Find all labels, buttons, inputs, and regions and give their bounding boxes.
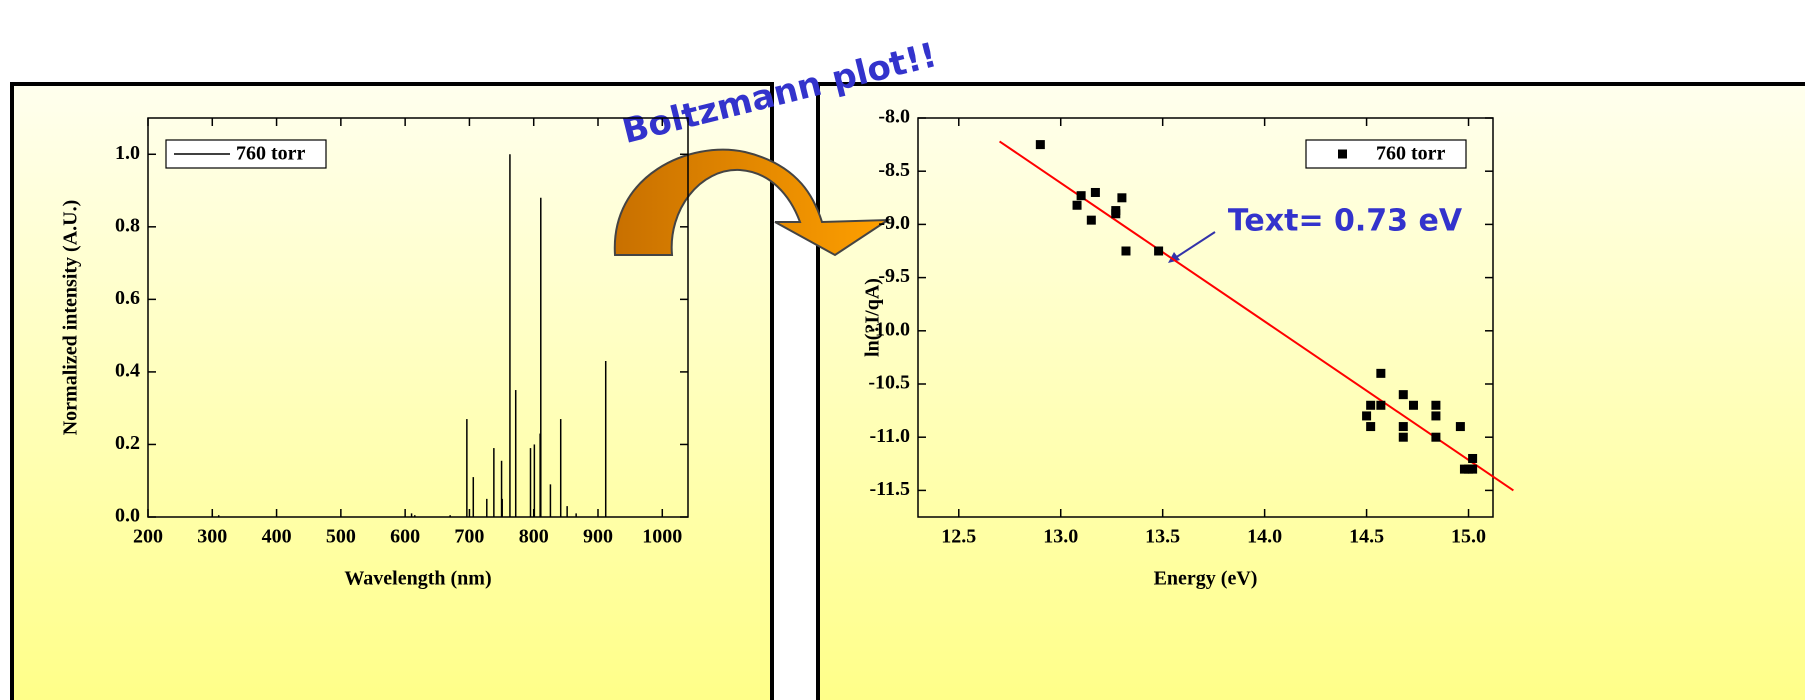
data-point: [1087, 216, 1096, 225]
x-tick-label: 600: [390, 526, 420, 548]
data-point: [1399, 422, 1408, 431]
data-point: [1399, 433, 1408, 442]
y-tick-label: -11.0: [869, 425, 910, 447]
y-tick-label: 0.2: [115, 432, 140, 454]
data-point: [1111, 209, 1120, 218]
x-tick-label: 200: [133, 526, 163, 548]
legend-label: 760 torr: [236, 143, 306, 165]
y-tick-label: 0.8: [115, 214, 140, 236]
x-tick-label: 12.5: [941, 526, 976, 548]
data-point: [1366, 401, 1375, 410]
x-tick-label: 14.5: [1349, 526, 1384, 548]
data-point: [1431, 401, 1440, 410]
y-tick-label: -8.0: [878, 106, 910, 128]
y-tick-label: -9.0: [878, 212, 910, 234]
x-tick-label: 13.0: [1043, 526, 1078, 548]
right-panel: [818, 84, 1805, 700]
data-point: [1154, 247, 1163, 256]
y-tick-label: 0.4: [115, 360, 140, 382]
data-point: [1399, 390, 1408, 399]
x-tick-label: 13.5: [1145, 526, 1180, 548]
y-tick-label: 0.0: [115, 505, 140, 527]
legend-label: 760 torr: [1376, 143, 1446, 165]
x-tick-label: 900: [583, 526, 613, 548]
x-tick-label: 500: [326, 526, 356, 548]
annotation: Text= 0.73 eV: [1228, 204, 1463, 239]
y-axis-title: ln(?I/qA): [862, 278, 884, 357]
y-tick-label: 1.0: [115, 142, 140, 164]
y-axis-title: Normalized intensity (A.U.): [60, 200, 82, 436]
slide: Boltzmann plot!! 20030040050060070080090…: [0, 0, 1805, 700]
x-tick-label: 400: [262, 526, 292, 548]
y-tick-label: 0.6: [115, 287, 140, 309]
data-point: [1117, 193, 1126, 202]
data-point: [1468, 465, 1477, 474]
y-tick-label: -10.5: [868, 372, 910, 394]
data-point: [1409, 401, 1418, 410]
x-axis-title: Energy (eV): [1154, 568, 1258, 590]
x-tick-label: 15.0: [1451, 526, 1486, 548]
data-point: [1468, 454, 1477, 463]
data-point: [1456, 422, 1465, 431]
y-tick-label: -8.5: [878, 159, 910, 181]
data-point: [1036, 140, 1045, 149]
data-point: [1431, 433, 1440, 442]
data-point: [1376, 401, 1385, 410]
x-tick-label: 14.0: [1247, 526, 1282, 548]
x-tick-label: 1000: [642, 526, 682, 548]
data-point: [1073, 201, 1082, 210]
x-tick-label: 700: [454, 526, 484, 548]
legend-swatch: [1338, 150, 1347, 159]
x-axis-title: Wavelength (nm): [344, 568, 491, 590]
x-tick-label: 800: [519, 526, 549, 548]
y-tick-label: -11.5: [869, 478, 910, 500]
x-tick-label: 300: [197, 526, 227, 548]
data-point: [1376, 369, 1385, 378]
data-point: [1366, 422, 1375, 431]
data-point: [1362, 411, 1371, 420]
data-point: [1091, 188, 1100, 197]
data-point: [1121, 247, 1130, 256]
data-point: [1431, 411, 1440, 420]
page: Boltzmann plot!! 20030040050060070080090…: [0, 0, 1805, 700]
data-point: [1077, 191, 1086, 200]
